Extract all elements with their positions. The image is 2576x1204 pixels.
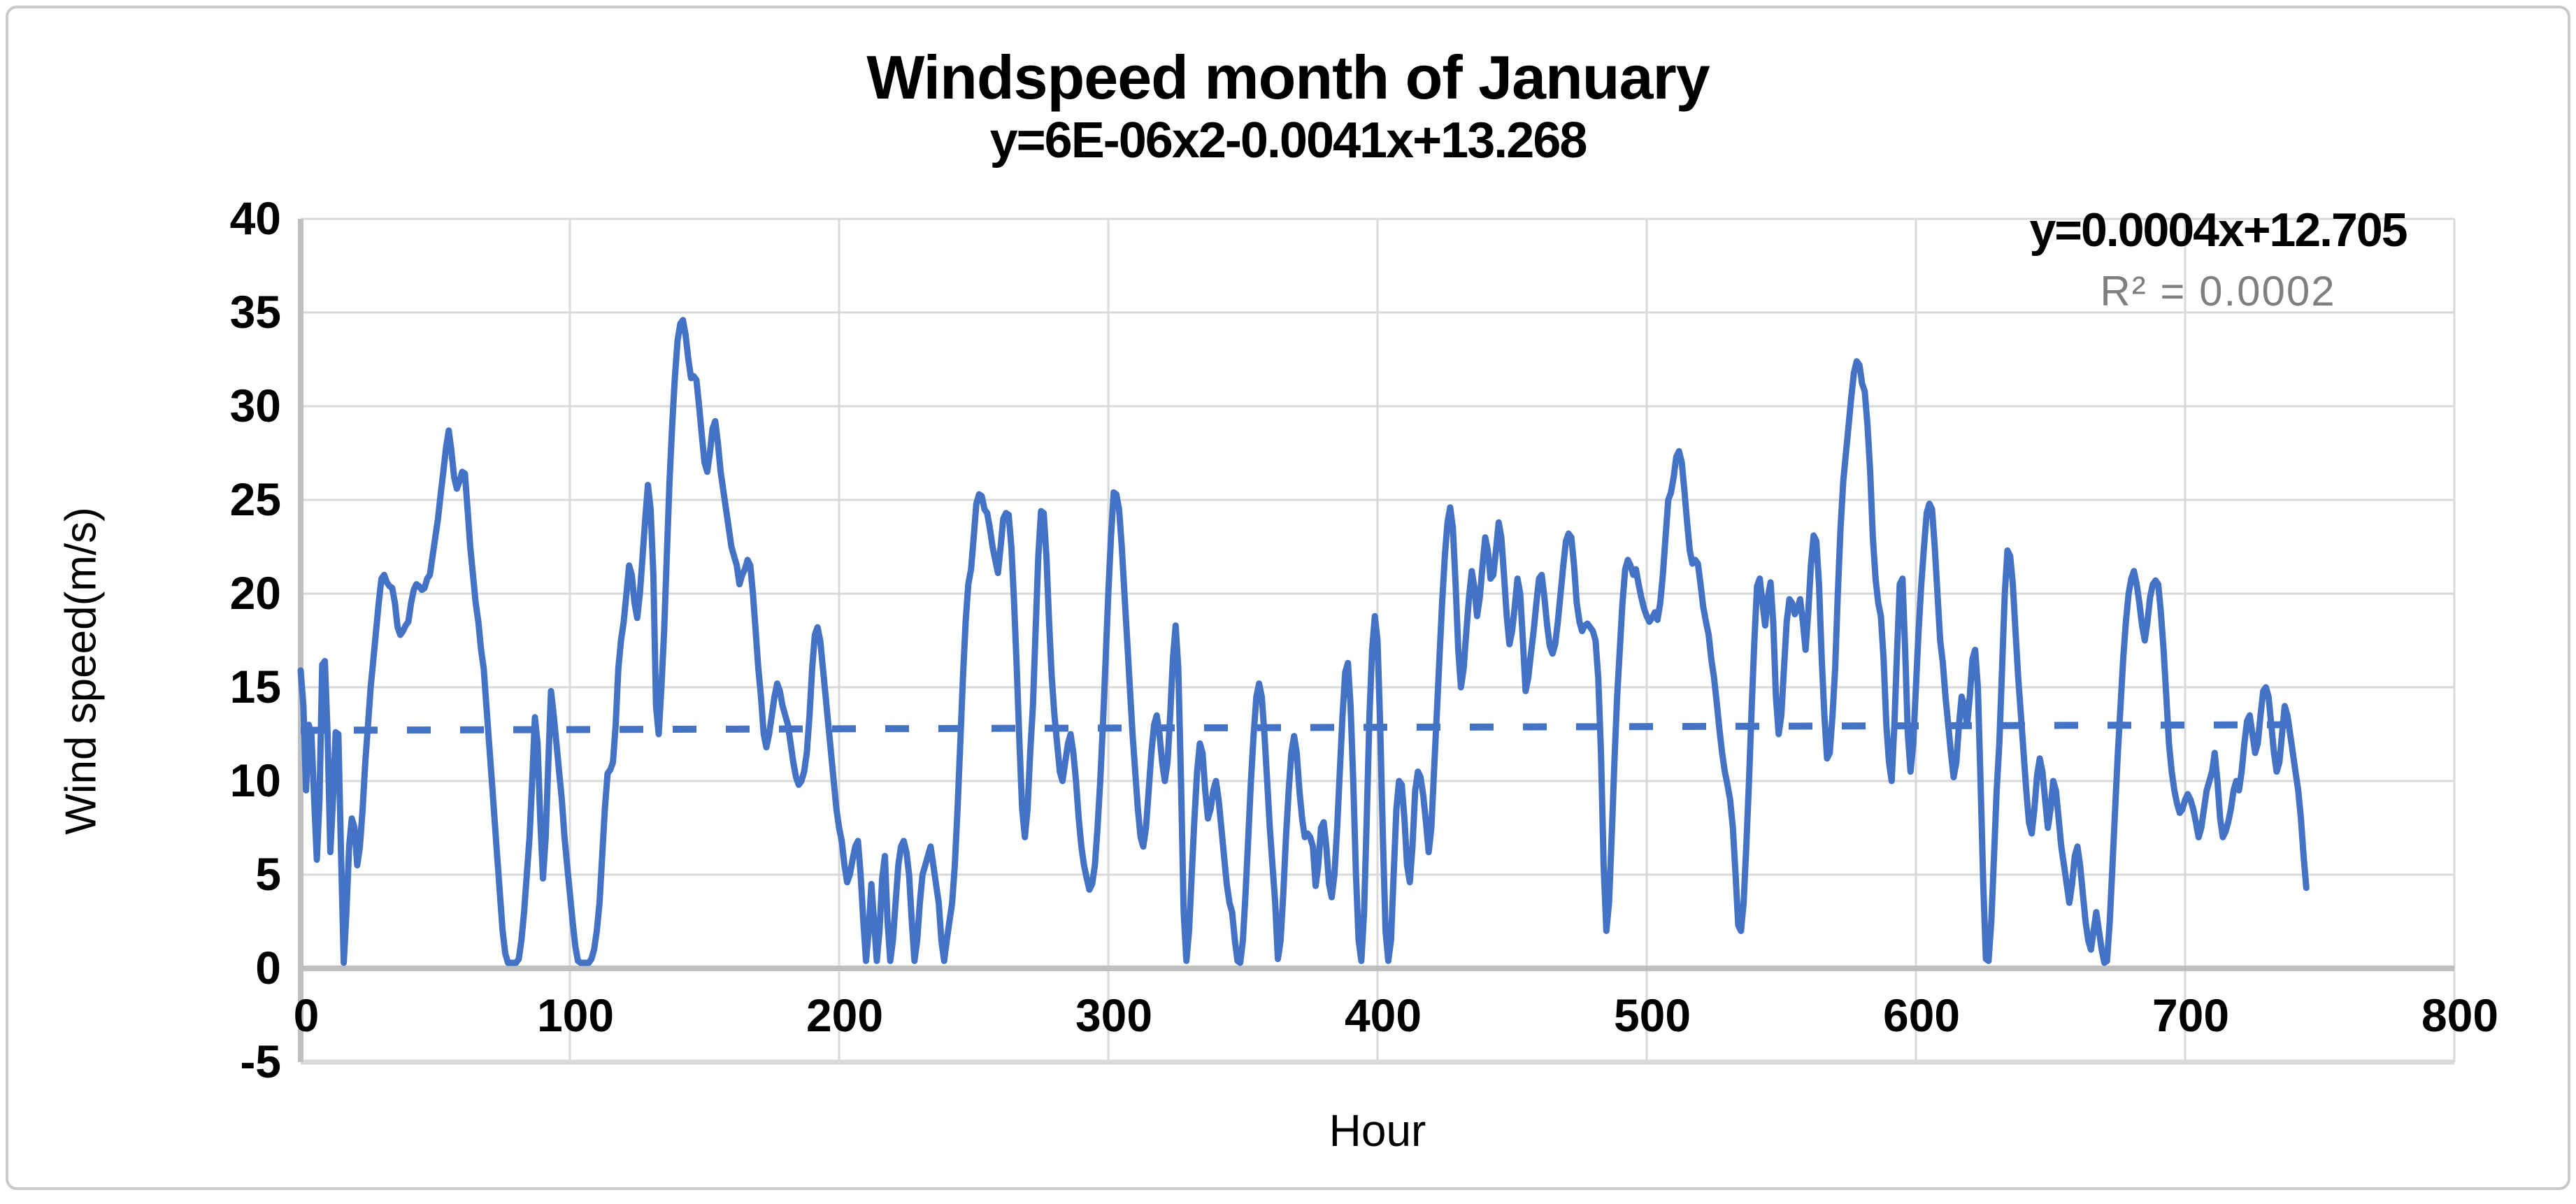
y-tick-label: 10 [230, 754, 281, 806]
y-tick-label: 0 [255, 942, 281, 994]
chart-title: Windspeed month of January [866, 43, 1710, 112]
chart-frame: -5 0 5 10 15 20 25 30 35 40 0 100 200 300 400 500 600 700… [6, 6, 2570, 1190]
chart-subtitle-equation: y=6E-06x2-0.0041x+13.268 [989, 113, 1588, 169]
y-tick-label: 15 [230, 661, 281, 712]
y-tick-label: 20 [230, 567, 281, 619]
x-tick-label: 500 [1614, 989, 1691, 1041]
x-tick-label: 100 [537, 989, 614, 1041]
x-tick-label: 600 [1883, 989, 1960, 1041]
trendline-annotation: y=0.0004x+12.705 R² = 0.0002 [1959, 203, 2477, 315]
y-axis-title: Wind speed(m/s) [57, 507, 106, 835]
y-tick-label: 25 [230, 473, 281, 525]
x-tick-label: 400 [1345, 989, 1422, 1041]
y-tick-label: 30 [230, 380, 281, 431]
y-tick-label: 5 [255, 848, 281, 900]
x-tick-label: 800 [2421, 989, 2498, 1041]
y-tick-label: 35 [230, 286, 281, 338]
x-tick-label: 700 [2152, 989, 2229, 1041]
y-tick-label: -5 [240, 1035, 281, 1087]
trendline [300, 721, 2307, 734]
x-tick-label: 300 [1075, 989, 1152, 1041]
x-tick-label: 200 [806, 989, 883, 1041]
x-tick-label: 0 [294, 989, 320, 1041]
trendline-equation-label: y=0.0004x+12.705 [2029, 203, 2407, 257]
windspeed-line [297, 317, 2310, 966]
x-axis-title: Hour [1329, 1105, 1426, 1156]
r-squared-label: R² = 0.0002 [2100, 268, 2336, 315]
y-tick-label: 40 [230, 192, 281, 244]
